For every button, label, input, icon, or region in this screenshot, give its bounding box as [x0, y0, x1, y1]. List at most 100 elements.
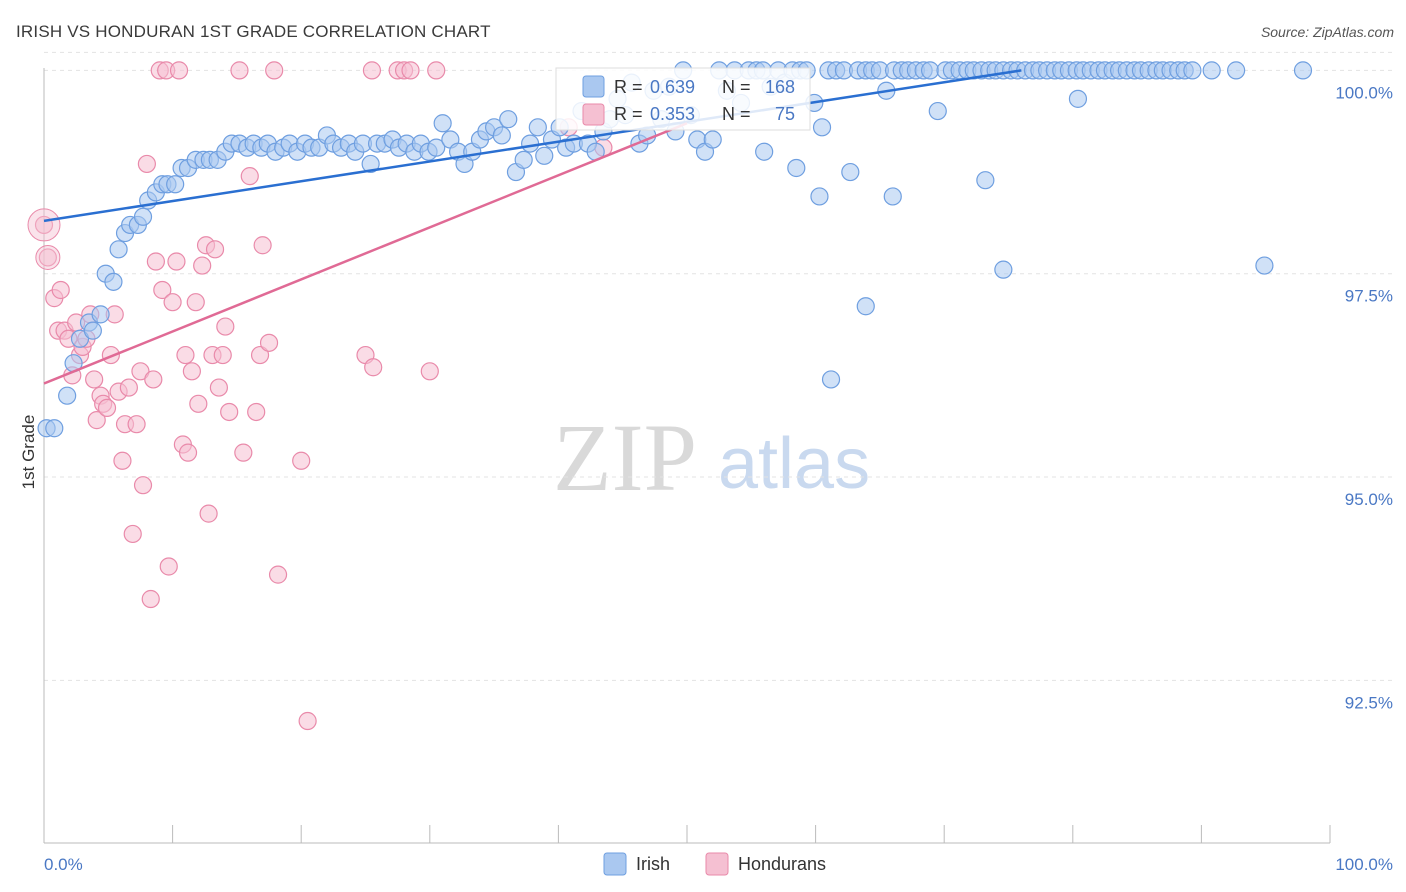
stats-irish-n-value: 168: [765, 77, 795, 97]
irish-point: [104, 272, 123, 291]
irish-points: [37, 61, 1313, 438]
irish-point: [58, 386, 77, 405]
irish-point: [521, 134, 540, 153]
hondurans-point: [230, 61, 249, 80]
hondurans-point: [220, 402, 239, 422]
hondurans-point: [205, 240, 225, 259]
y-tick-label: 95.0%: [1345, 490, 1393, 509]
hondurans-trend-line: [43, 122, 688, 385]
irish-point: [920, 61, 940, 80]
hondurans-point: [119, 378, 138, 397]
source-credit: Source: ZipAtlas.com: [1260, 24, 1394, 40]
hondurans-point: [193, 256, 212, 275]
legend-label-irish: Irish: [636, 854, 670, 874]
hondurans-point: [51, 280, 70, 300]
hondurans-point: [401, 61, 420, 80]
irish-point: [361, 154, 380, 174]
hondurans-point: [87, 411, 106, 430]
irish-point: [1183, 61, 1202, 80]
y-tick-label: 100.0%: [1335, 83, 1393, 102]
hondurans-point: [146, 252, 165, 271]
hondurans-point: [137, 154, 156, 174]
hondurans-point: [123, 524, 142, 544]
y-tick-label: 97.5%: [1345, 287, 1393, 306]
hondurans-point: [176, 345, 195, 365]
hondurans-point: [182, 362, 201, 381]
irish-point: [755, 142, 774, 161]
hondurans-point: [259, 333, 279, 352]
hondurans-point: [268, 565, 288, 584]
hondurans-point: [133, 476, 153, 495]
irish-point: [883, 187, 902, 206]
y-tick-label: 92.5%: [1345, 693, 1393, 712]
hondurans-point: [292, 451, 311, 470]
watermark-zip: ZIP: [553, 404, 697, 511]
stats-box: R = 0.639 N = 168 R = 0.353 N = 75: [555, 67, 811, 131]
irish-point: [528, 118, 547, 137]
hondurans-points: [27, 61, 613, 731]
irish-point: [433, 114, 452, 133]
irish-point: [856, 297, 875, 316]
hondurans-point: [253, 236, 272, 255]
watermark-atlas: atlas: [718, 424, 870, 504]
hondurans-point: [199, 504, 218, 523]
y-tick-labels: 92.5% 95.0% 97.5% 100.0%: [1335, 83, 1393, 712]
hondurans-point: [189, 394, 208, 413]
hondurans-point: [216, 317, 235, 336]
axes: [43, 68, 1331, 844]
irish-point: [1068, 89, 1088, 108]
hondurans-point: [240, 167, 259, 186]
hondurans-point: [144, 370, 163, 389]
hondurans-point: [250, 345, 270, 365]
hondurans-point: [141, 589, 160, 609]
irish-point: [1202, 61, 1221, 80]
stats-swatch-irish: [582, 75, 605, 98]
stats-hondurans-n-value: 75: [775, 104, 795, 124]
legend: Irish Hondurans: [603, 852, 826, 876]
hondurans-point: [85, 370, 104, 389]
irish-point: [83, 321, 102, 340]
irish-point: [427, 138, 446, 157]
hondurans-point: [113, 451, 132, 470]
irish-point: [1255, 256, 1274, 275]
hondurans-point-large: [35, 244, 61, 270]
hondurans-point: [163, 293, 182, 312]
stats-irish-n-label: N =: [722, 77, 751, 97]
x-tick-label-max: 100.0%: [1335, 855, 1393, 874]
irish-point: [70, 329, 90, 348]
hondurans-point: [364, 358, 383, 377]
legend-swatch-hondurans: [705, 852, 729, 876]
irish-point: [166, 175, 185, 194]
hondurans-point: [298, 711, 317, 731]
irish-point: [492, 126, 511, 145]
hondurans-point: [213, 345, 232, 365]
hondurans-point: [153, 280, 172, 300]
hondurans-point: [186, 293, 205, 312]
irish-point: [1227, 61, 1246, 80]
hondurans-point: [38, 248, 57, 267]
irish-point: [133, 207, 153, 226]
irish-point: [499, 110, 518, 129]
irish-point: [45, 419, 64, 438]
irish-point: [787, 158, 806, 178]
hondurans-point: [265, 61, 284, 80]
watermark: ZIP atlas: [553, 404, 870, 511]
y-axis-title: 1st Grade: [19, 415, 38, 490]
irish-point: [810, 187, 829, 206]
irish-point: [1293, 61, 1313, 80]
hondurans-point: [420, 362, 439, 381]
irish-point: [91, 305, 110, 324]
legend-label-hondurans: Hondurans: [738, 854, 826, 874]
stats-irish-r-value: 0.639: [650, 77, 695, 97]
hondurans-point: [362, 61, 382, 80]
stats-hondurans-n-label: N =: [722, 104, 751, 124]
stats-hondurans-r-label: R =: [614, 104, 643, 124]
stats-irish-r-label: R =: [614, 77, 643, 97]
hondurans-point: [131, 362, 150, 381]
hondurans-point: [247, 402, 266, 422]
hondurans-point: [159, 557, 178, 576]
stats-swatch-hondurans: [582, 103, 605, 126]
irish-point: [535, 146, 554, 165]
legend-swatch-irish: [603, 852, 627, 876]
